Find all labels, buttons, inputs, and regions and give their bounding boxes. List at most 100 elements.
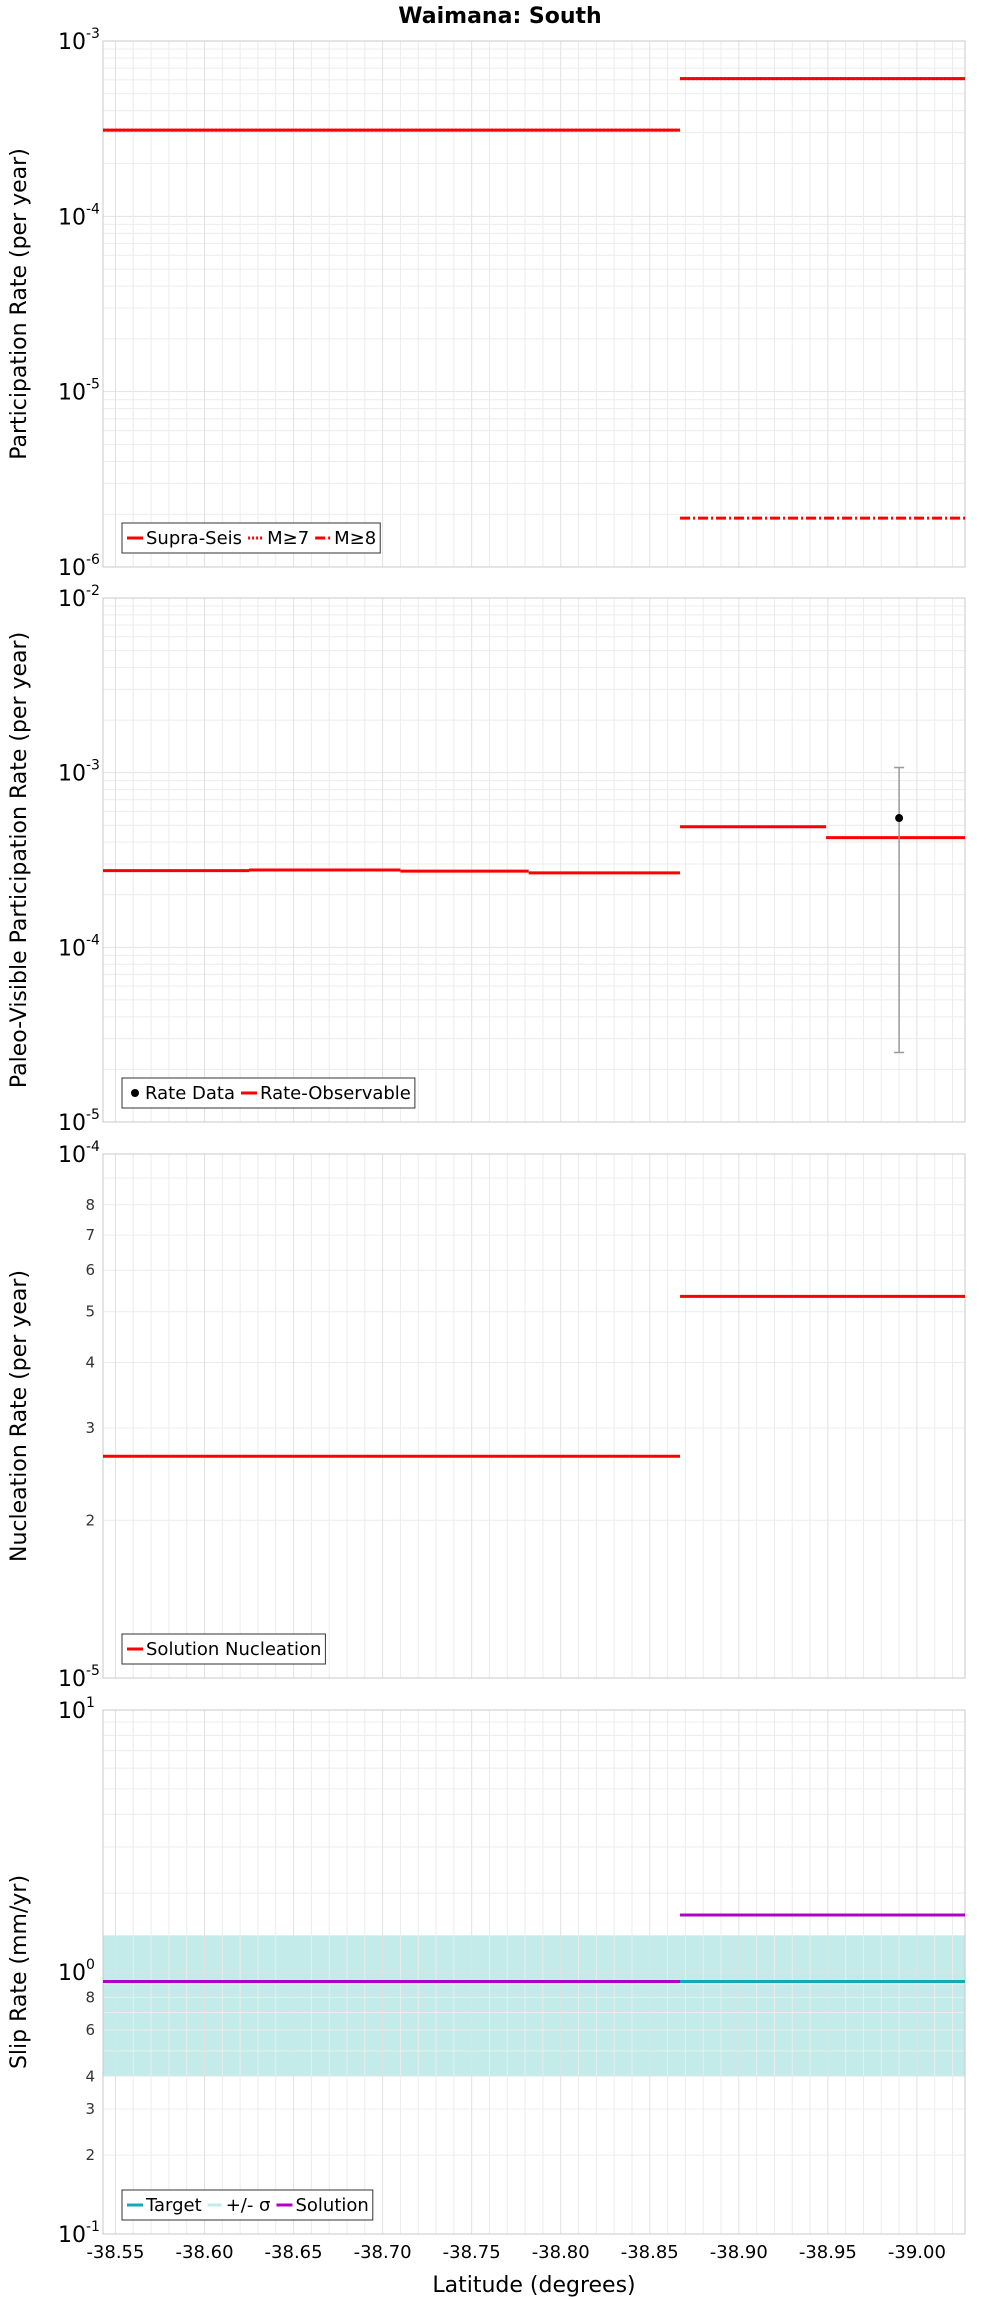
- y-tick-base: 10: [58, 762, 86, 787]
- y-tick-label: 10-5: [58, 1107, 100, 1136]
- x-tick-label: -38.60: [176, 2242, 234, 2263]
- legend: Target +/- σ Solution: [121, 2189, 374, 2221]
- plot-area: [103, 598, 965, 1122]
- plot-area: [103, 41, 965, 567]
- y-tick-label: 10-6: [58, 552, 100, 581]
- legend-label: M≥8: [334, 528, 376, 549]
- legend-label: M≥7: [267, 528, 309, 549]
- legend-marker: [131, 1089, 139, 1097]
- y-minor-tick-label: 7: [85, 1226, 95, 1244]
- y-axis-label: Slip Rate (mm/yr): [7, 1875, 32, 2069]
- y-minor-tick-label: 6: [85, 1261, 95, 1279]
- y-tick-base: 10: [58, 1699, 86, 1724]
- legend-box: [121, 2189, 374, 2221]
- y-tick-exponent: -6: [86, 552, 100, 568]
- plot-frame: [102, 597, 966, 1123]
- y-minor-tick-label: 5: [85, 1303, 95, 1321]
- y-tick-exponent: -4: [86, 201, 100, 217]
- plot-frame: [102, 1153, 966, 1679]
- y-tick-base: 10: [58, 2223, 86, 2248]
- x-tick-label: -38.90: [710, 2242, 768, 2263]
- x-axis-label: Latitude (degrees): [432, 2273, 635, 2298]
- y-tick-base: 10: [58, 1961, 86, 1986]
- data-point: [895, 814, 904, 823]
- legend-label: Solution: [295, 2195, 368, 2216]
- y-tick-label: 10-3: [58, 26, 100, 55]
- y-tick-exponent: -4: [86, 932, 100, 948]
- plot-frame: [102, 40, 966, 568]
- y-tick-label: 10-1: [58, 2219, 100, 2248]
- x-gridlines: [114, 1154, 954, 1678]
- x-tick-label: -39.00: [888, 2242, 946, 2263]
- x-tick-labels: -38.55 -38.60 -38.65 -38.70 -38.75 -38.80 -38.…: [86, 2242, 945, 2263]
- legend-box: [121, 522, 381, 554]
- x-tick-label: -38.70: [354, 2242, 412, 2263]
- x-tick-label: -38.80: [532, 2242, 590, 2263]
- y-tick-exponent: -2: [86, 583, 100, 599]
- x-tick-label: -38.85: [621, 2242, 679, 2263]
- legend-label: Target: [145, 2195, 202, 2216]
- figure-title: Waimana: South: [398, 4, 601, 29]
- y-tick-base: 10: [58, 381, 86, 406]
- y-tick-base: 10: [58, 30, 86, 55]
- y-minor-tick-label: 3: [85, 1419, 95, 1437]
- y-tick-exponent: -3: [86, 758, 100, 774]
- legend: Supra-Seis M≥7 M≥8: [121, 522, 381, 554]
- y-axis-label: Participation Rate (per year): [7, 148, 32, 460]
- legend-label: Rate-Observable: [260, 1083, 411, 1104]
- x-gridlines: [114, 1710, 954, 2234]
- y-tick-label: 10-3: [58, 758, 100, 787]
- y-tick-base: 10: [58, 1111, 86, 1136]
- plot-area: [103, 1154, 965, 1678]
- y-axis-label: Nucleation Rate (per year): [7, 1270, 32, 1562]
- y-tick-exponent: 1: [86, 1695, 95, 1711]
- y-tick-label: 10-4: [58, 932, 100, 961]
- legend-label: +/- σ: [226, 2195, 271, 2216]
- y-tick-label: 10-5: [58, 1663, 100, 1692]
- y-tick-label: 10-4: [58, 1139, 100, 1168]
- y-minor-tick-label: 3: [85, 2100, 95, 2118]
- y-tick-base: 10: [58, 1143, 86, 1168]
- y-minor-tick-label: 8: [85, 1196, 95, 1214]
- y-minor-tick-label: 4: [85, 1354, 95, 1372]
- legend-box: [121, 1633, 326, 1665]
- y-tick-exponent: 0: [86, 1957, 95, 1973]
- legend: Solution Nucleation: [121, 1633, 326, 1665]
- legend-label: Supra-Seis: [146, 528, 242, 549]
- x-gridlines: [114, 41, 954, 567]
- y-tick-label: 10-4: [58, 201, 100, 230]
- y-minor-tick-label: 4: [85, 2067, 95, 2085]
- y-tick-exponent: -3: [86, 26, 100, 42]
- x-tick-label: -38.95: [799, 2242, 857, 2263]
- legend-label: Rate Data: [145, 1083, 235, 1104]
- legend: Rate Data Rate-Observable: [121, 1077, 416, 1109]
- y-minor-tick-label: 6: [85, 2021, 95, 2039]
- y-minor-tick-label: 8: [85, 1988, 95, 2006]
- x-gridlines: [114, 598, 954, 1122]
- y-minor-tick-label: 2: [85, 1511, 95, 1529]
- x-tick-label: -38.75: [443, 2242, 501, 2263]
- y-axis-label: Paleo-Visible Participation Rate (per ye…: [7, 632, 32, 1088]
- y-tick-exponent: -5: [86, 1107, 100, 1123]
- y-tick-exponent: -4: [86, 1139, 100, 1155]
- y-tick-base: 10: [58, 205, 86, 230]
- y-minor-tick-label: 2: [85, 2146, 95, 2164]
- legend-label: Solution Nucleation: [146, 1639, 321, 1660]
- legend-box: [121, 1077, 416, 1109]
- y-tick-exponent: -5: [86, 377, 100, 393]
- y-tick-exponent: -1: [86, 2219, 100, 2235]
- y-tick-exponent: -5: [86, 1663, 100, 1679]
- y-tick-base: 10: [58, 936, 86, 961]
- y-tick-base: 10: [58, 556, 86, 581]
- y-tick-label: 100: [58, 1957, 95, 1986]
- y-gridlines: [103, 48, 965, 568]
- plot-frame: [102, 1709, 966, 2235]
- x-tick-label: -38.65: [265, 2242, 323, 2263]
- y-tick-label: 101: [58, 1695, 95, 1724]
